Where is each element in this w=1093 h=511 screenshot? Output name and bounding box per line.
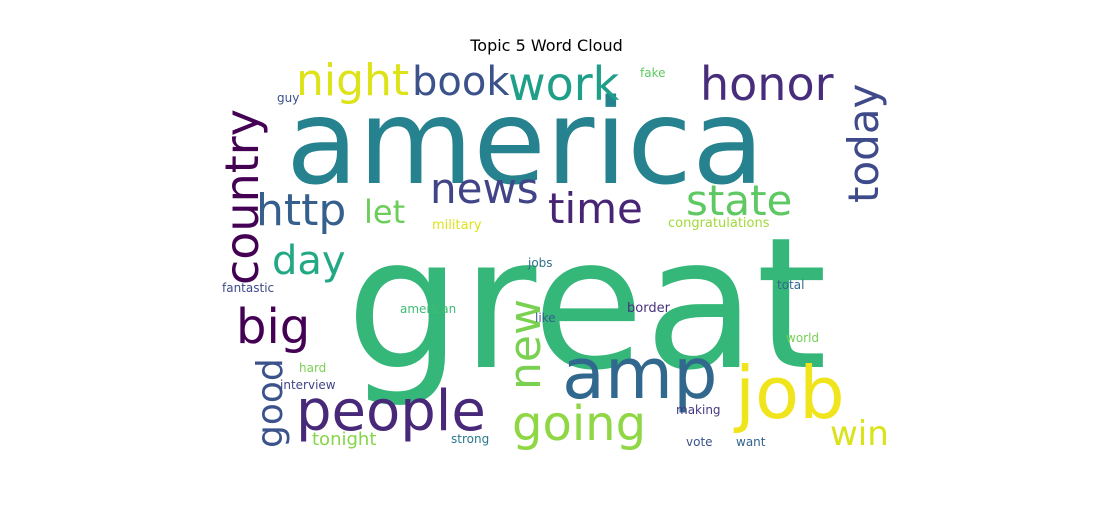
word-military: military — [432, 218, 482, 233]
word-great: great — [346, 198, 827, 410]
word-people: people — [296, 379, 486, 444]
word-work: work — [508, 57, 620, 111]
word-good: good — [250, 358, 291, 448]
word-night: night — [296, 55, 409, 106]
word-state: state — [686, 176, 792, 225]
word-want: want — [736, 435, 766, 449]
word-jobs: jobs — [527, 256, 553, 270]
word-total: total — [777, 278, 804, 292]
word-http: http — [256, 185, 346, 236]
word-book: book — [412, 59, 510, 105]
word-big: big — [236, 299, 310, 355]
word-border: border — [627, 301, 671, 316]
word-fantastic: fantastic — [222, 281, 274, 295]
word-new: new — [500, 299, 551, 390]
chart-title: Topic 5 Word Cloud — [470, 36, 623, 55]
word-day: day — [272, 238, 346, 284]
word-guy: guy — [277, 91, 299, 105]
word-interview: interview — [280, 378, 336, 392]
word-country: country — [215, 109, 269, 285]
word-job: job — [733, 351, 845, 435]
word-let: let — [364, 193, 405, 231]
word-strong: strong — [451, 432, 489, 446]
word-like: like — [535, 311, 556, 325]
word-amp: amp — [562, 333, 718, 415]
word-tonight: tonight — [312, 429, 376, 450]
word-american: american — [400, 302, 456, 316]
word-news: news — [430, 164, 539, 213]
word-world: world — [786, 331, 819, 345]
word-honor: honor — [700, 57, 834, 111]
word-win: win — [830, 414, 889, 454]
word-hard: hard — [299, 361, 326, 375]
word-vote: vote — [686, 435, 713, 449]
word-america: america — [286, 73, 764, 211]
word-going: going — [512, 396, 646, 452]
word-today: today — [839, 84, 888, 203]
word-fake: fake — [640, 66, 665, 80]
word-time: time — [548, 184, 643, 233]
word-congratulations: congratulations — [668, 216, 770, 231]
word-making: making — [676, 403, 721, 417]
